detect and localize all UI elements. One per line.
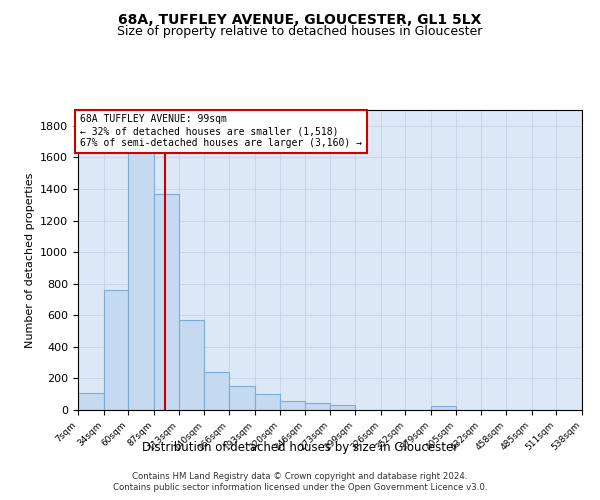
Bar <box>229 386 254 410</box>
Text: Size of property relative to detached houses in Gloucester: Size of property relative to detached ho… <box>118 25 482 38</box>
Text: 68A TUFFLEY AVENUE: 99sqm
← 32% of detached houses are smaller (1,518)
67% of se: 68A TUFFLEY AVENUE: 99sqm ← 32% of detac… <box>80 114 362 148</box>
Bar <box>78 392 104 410</box>
Bar <box>128 144 154 410</box>
Bar <box>104 290 128 410</box>
Bar <box>154 194 179 410</box>
Y-axis label: Number of detached properties: Number of detached properties <box>25 172 35 348</box>
Text: 68A, TUFFLEY AVENUE, GLOUCESTER, GL1 5LX: 68A, TUFFLEY AVENUE, GLOUCESTER, GL1 5LX <box>118 12 482 26</box>
Text: Distribution of detached houses by size in Gloucester: Distribution of detached houses by size … <box>142 441 458 454</box>
Text: Contains public sector information licensed under the Open Government Licence v3: Contains public sector information licen… <box>113 484 487 492</box>
Bar <box>431 406 456 410</box>
Bar <box>331 406 355 410</box>
Bar <box>280 400 305 410</box>
Bar <box>305 403 331 410</box>
Bar <box>179 320 204 410</box>
Bar <box>204 372 229 410</box>
Bar <box>254 394 280 410</box>
Text: Contains HM Land Registry data © Crown copyright and database right 2024.: Contains HM Land Registry data © Crown c… <box>132 472 468 481</box>
